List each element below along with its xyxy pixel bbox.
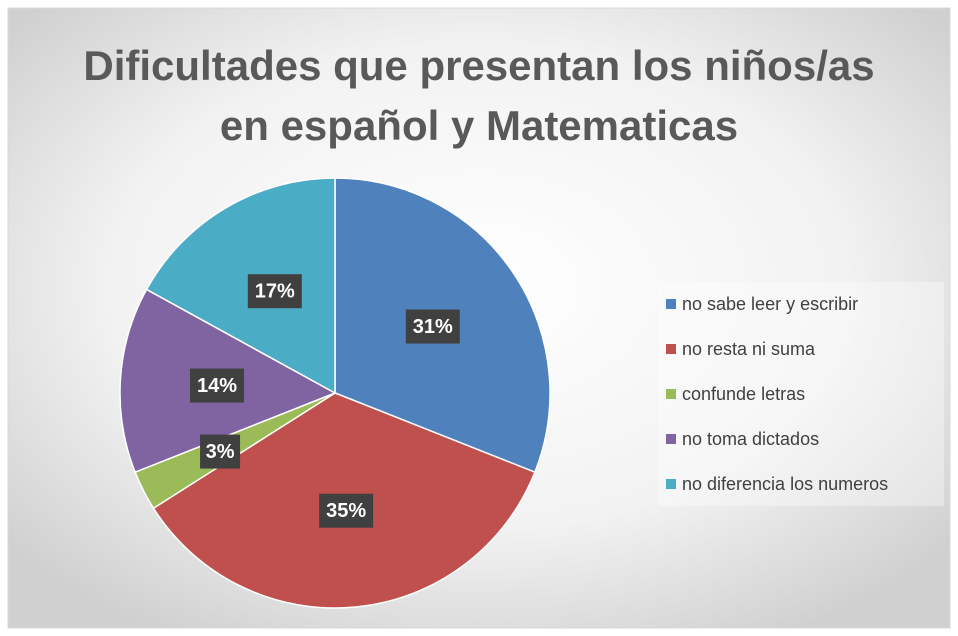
data-label: 3% [206,441,235,463]
data-label-box [319,493,374,528]
pie-slice [145,177,336,395]
legend-label: no diferencia los numeros [682,474,888,494]
legend-label: no toma dictados [682,429,819,449]
data-label-box [405,309,460,344]
data-label: 31% [413,316,453,338]
data-label-box [189,368,244,403]
data-label: 35% [326,500,366,522]
legend-swatch [666,434,676,444]
data-label: 17% [255,280,295,302]
chart-title: Dificultades que presentan los niños/as … [83,42,875,149]
legend-label: confunde letras [682,384,805,404]
legend-label: no sabe leer y escribir [682,294,858,314]
data-label-box [200,434,241,469]
legend-swatch [666,299,676,309]
legend-box [658,282,944,506]
legend-label: no resta ni suma [682,339,816,359]
data-label-box [247,274,302,309]
legend-swatch [666,479,676,489]
legend-swatch [666,344,676,354]
legend-swatch [666,389,676,399]
data-label: 14% [197,375,237,397]
